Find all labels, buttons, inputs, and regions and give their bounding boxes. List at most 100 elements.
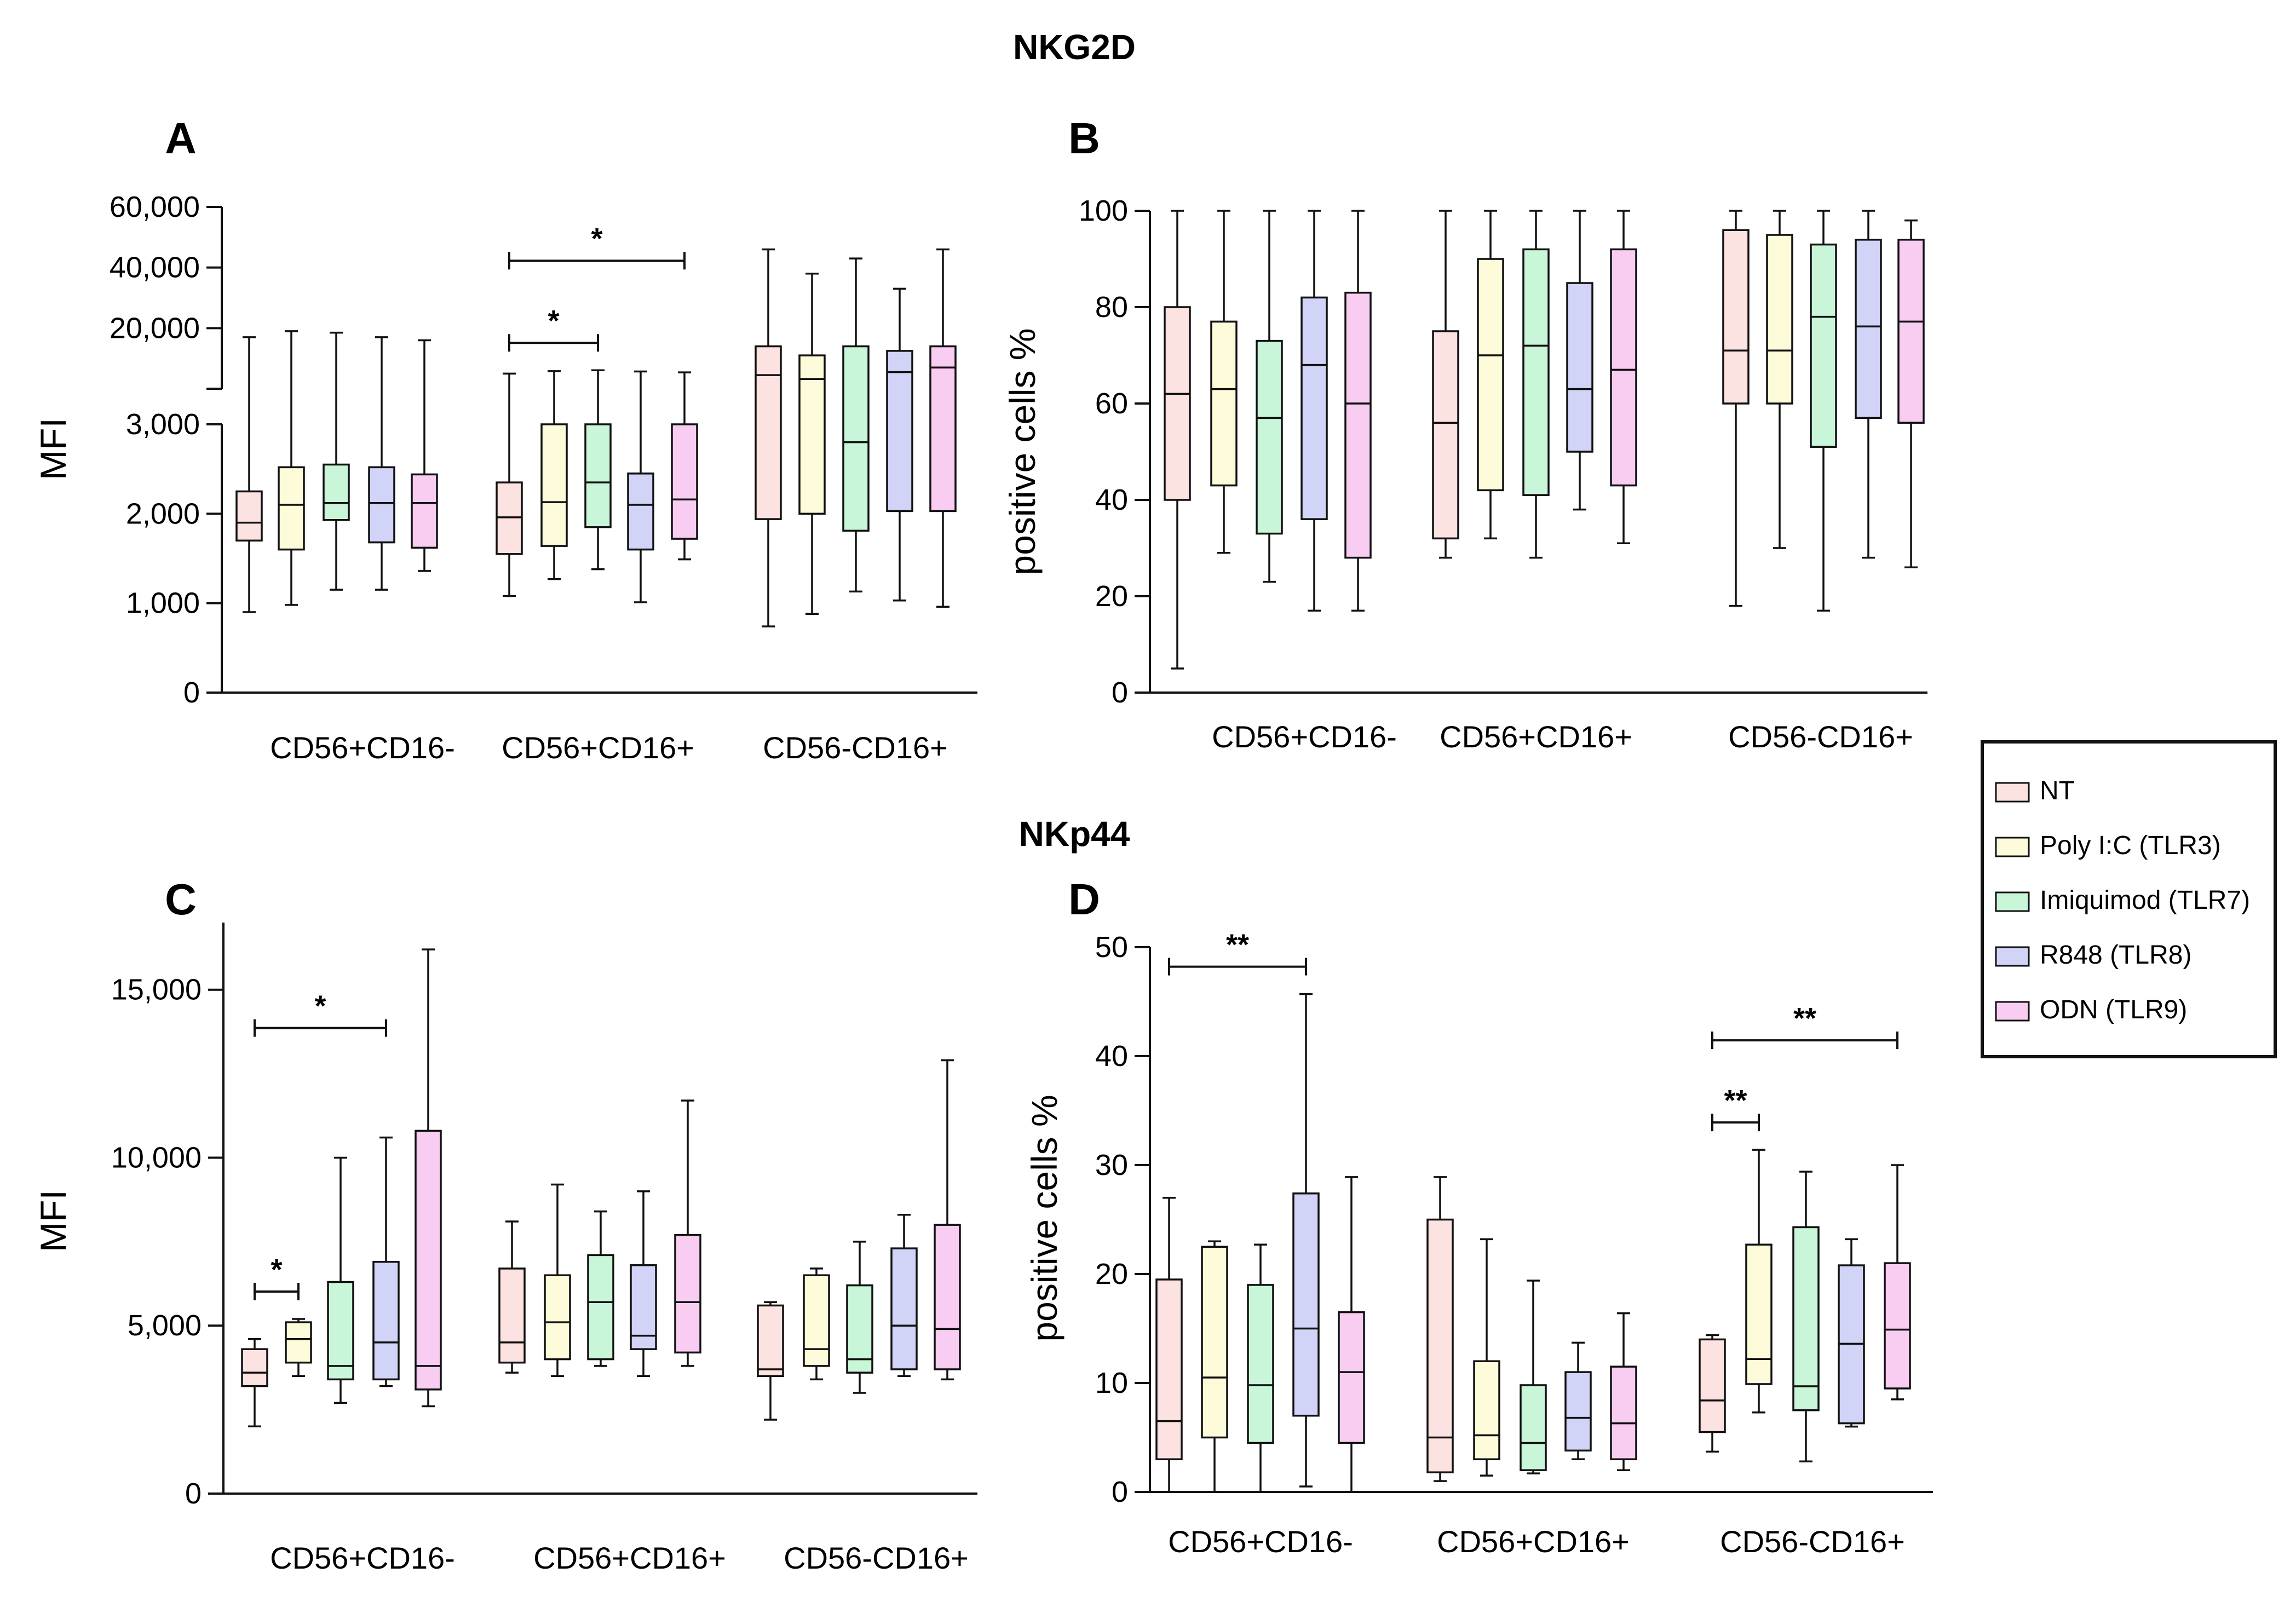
significance-label: * (271, 1253, 282, 1286)
y-axis-label-c: MFI (33, 1190, 73, 1252)
box-body (674, 1234, 701, 1354)
box-body (241, 1348, 268, 1387)
box-body (1722, 229, 1750, 405)
box-body (415, 1130, 442, 1391)
x-category-label-c: CD56+CD16+ (533, 1541, 726, 1575)
y-tick-label-c: 10,000 (111, 1141, 202, 1174)
significance-bracket-d (1711, 1114, 1760, 1132)
box-a-g2-s0 (755, 248, 782, 627)
significance-bracket-c (254, 1282, 300, 1300)
significance-label: ** (1724, 1084, 1747, 1117)
significance-label: ** (1793, 1002, 1816, 1035)
legend-swatch (1995, 946, 2030, 967)
significance-label: * (548, 304, 559, 337)
box-body (1477, 258, 1504, 492)
box-body (544, 1274, 571, 1361)
box-a-g2-s2 (842, 257, 870, 593)
y-tick-label-a: 20,000 (110, 312, 200, 344)
box-body (929, 345, 957, 512)
box-d-g1-s0 (1426, 1176, 1454, 1482)
legend-label: R848 (TLR8) (2040, 941, 2191, 970)
box-d-g2-s1 (1745, 1149, 1773, 1414)
y-axis-label-a: MFI (33, 418, 73, 480)
y-tick-label-d: 0 (1112, 1476, 1128, 1508)
significance-label: * (591, 222, 602, 255)
y-tick-label-d: 20 (1095, 1258, 1128, 1290)
y-tick-label-a: 60,000 (110, 191, 200, 223)
box-d-g2-s3 (1838, 1238, 1865, 1428)
box-body (1564, 1371, 1592, 1452)
box-body (498, 1267, 526, 1364)
box-c-g1-s3 (630, 1190, 657, 1378)
box-c-g2-s4 (934, 1059, 961, 1381)
box-body (1292, 1192, 1320, 1417)
box-body (1247, 1284, 1274, 1444)
chart-title-nkg2d: NKG2D (1013, 27, 1136, 67)
significance-bracket-a (508, 252, 686, 270)
y-tick-label-b: 40 (1095, 483, 1128, 516)
y-tick-label-b: 0 (1112, 676, 1128, 709)
box-b-g0-s0 (1164, 210, 1191, 670)
box-d-g1-s1 (1473, 1238, 1500, 1477)
x-category-label-c: CD56+CD16- (270, 1541, 455, 1575)
box-b-g2-s1 (1766, 210, 1793, 549)
box-body (842, 345, 870, 532)
box-d-g0-s4 (1338, 1176, 1365, 1493)
y-tick-label-d: 40 (1095, 1040, 1128, 1073)
box-b-g2-s2 (1810, 210, 1837, 612)
box-c-g1-s2 (587, 1210, 614, 1367)
box-body (587, 1254, 614, 1361)
box-c-g1-s0 (498, 1220, 526, 1374)
significance-bracket-d (1168, 958, 1307, 976)
box-d-g2-s0 (1699, 1334, 1726, 1453)
box-d-g0-s0 (1155, 1196, 1183, 1493)
box-body (1344, 291, 1372, 559)
box-d-g2-s2 (1792, 1171, 1820, 1463)
y-tick-label-a: 1,000 (126, 587, 200, 620)
box-body (411, 473, 438, 549)
box-body (323, 463, 350, 521)
box-b-g1-s1 (1477, 210, 1504, 540)
box-body (1155, 1278, 1183, 1461)
box-d-g0-s2 (1247, 1243, 1274, 1493)
box-c-g2-s1 (803, 1267, 830, 1381)
box-body (1610, 248, 1637, 487)
box-c-g0-s2 (327, 1156, 354, 1404)
legend-swatch (1995, 1001, 2030, 1022)
box-c-g2-s0 (757, 1301, 784, 1421)
box-body (372, 1260, 400, 1381)
x-category-label-c: CD56-CD16+ (784, 1541, 969, 1575)
legend-label: NT (2040, 776, 2075, 805)
box-c-g0-s3 (372, 1136, 400, 1387)
x-category-label-d: CD56+CD16+ (1437, 1524, 1630, 1559)
box-a-g2-s4 (929, 248, 957, 608)
box-d-g2-s4 (1884, 1164, 1911, 1401)
box-b-g2-s4 (1897, 219, 1925, 568)
legend-swatch (1995, 891, 2030, 912)
x-category-label-b: CD56-CD16+ (1728, 719, 1913, 754)
legend-label: ODN (TLR9) (2040, 995, 2187, 1024)
box-body (235, 490, 263, 542)
x-category-label-b: CD56+CD16- (1212, 719, 1397, 754)
box-c-g0-s4 (415, 948, 442, 1408)
box-body (798, 354, 826, 515)
y-tick-label-b: 20 (1095, 580, 1128, 613)
box-c-g1-s1 (544, 1183, 571, 1378)
box-b-g0-s1 (1210, 210, 1238, 554)
y-axis-label-d: positive cells % (1024, 1094, 1064, 1341)
box-body (671, 423, 698, 540)
box-b-g2-s3 (1855, 210, 1882, 559)
box-body (1855, 239, 1882, 419)
panel-letter-c: C (165, 875, 197, 924)
box-body (755, 345, 782, 520)
y-tick-label-d: 30 (1095, 1149, 1128, 1182)
box-body (1301, 296, 1328, 520)
box-body (1699, 1338, 1726, 1433)
significance-bracket-a (508, 334, 599, 352)
box-b-g2-s0 (1722, 210, 1750, 607)
y-tick-label-d: 10 (1095, 1367, 1128, 1399)
box-body (934, 1224, 961, 1370)
y-tick-label-a: 0 (183, 676, 200, 709)
box-b-g0-s3 (1301, 210, 1328, 612)
